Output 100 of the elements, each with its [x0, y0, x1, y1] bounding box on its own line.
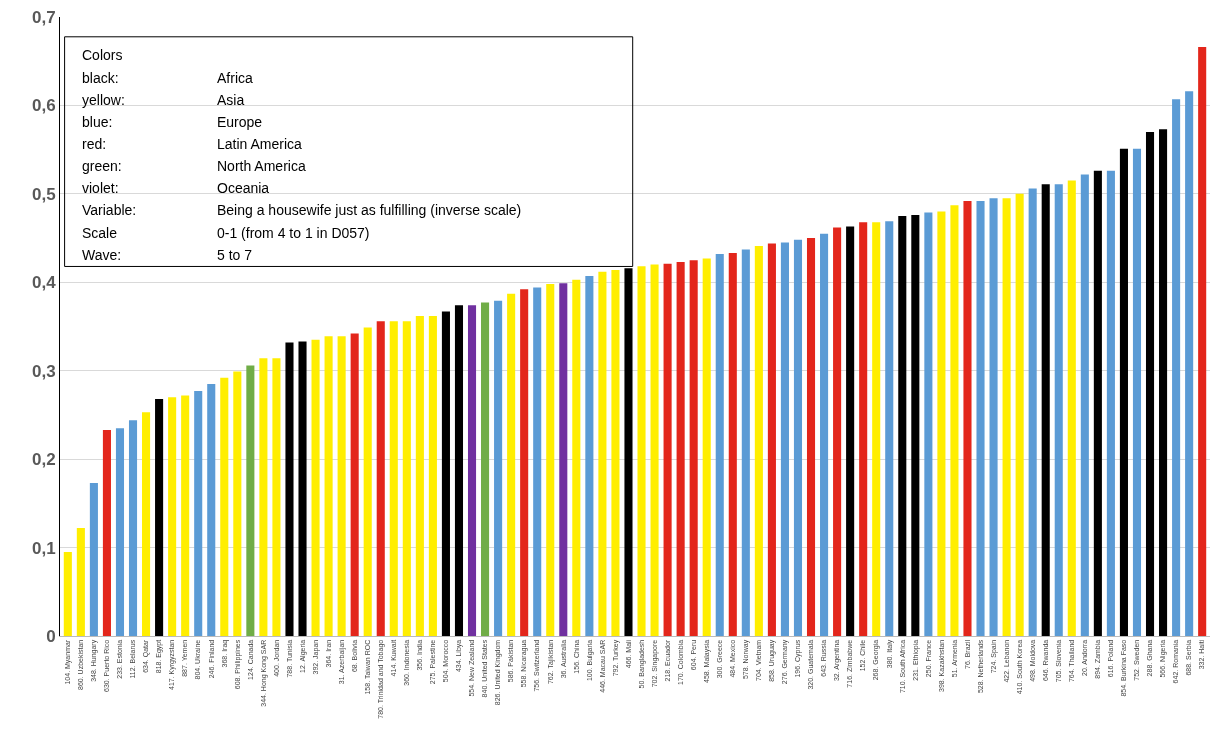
bar: [1015, 193, 1024, 636]
y-tick-label: 0,7: [31, 7, 56, 27]
bar: [741, 249, 750, 636]
annotation: Variable:: [82, 202, 137, 218]
bar: [937, 211, 946, 636]
annotation: Colors: [82, 47, 123, 63]
y-tick-label: 0,5: [31, 184, 56, 204]
y-tick-label: 0,3: [31, 361, 56, 381]
bar: [767, 243, 776, 636]
bar: [663, 263, 672, 636]
bar: [1172, 99, 1181, 636]
annotation: green:: [82, 158, 122, 174]
bar: [155, 399, 164, 636]
bar: [63, 551, 72, 636]
bar: [311, 339, 320, 636]
y-tick-label: 0,1: [31, 538, 56, 558]
bar: [272, 358, 281, 636]
bar: [76, 528, 85, 636]
bar: [168, 397, 177, 636]
bar: [1080, 174, 1089, 636]
annotation: Scale: [82, 225, 118, 241]
bar: [467, 305, 477, 636]
y-tick-label: 0,4: [31, 273, 57, 293]
bar: [833, 227, 842, 636]
bar: [793, 239, 803, 636]
annotation: black:: [82, 70, 119, 86]
bar: [324, 336, 333, 636]
bar: [728, 253, 737, 636]
bar: [194, 391, 203, 636]
annotation: Oceania: [217, 180, 270, 196]
bar: [1119, 148, 1128, 636]
y-tick-label: 0,2: [31, 450, 56, 470]
bar: [494, 300, 503, 636]
bar: [1145, 131, 1155, 636]
bar: [207, 383, 216, 636]
bar: [376, 321, 385, 636]
bar: [911, 215, 920, 636]
bar: [689, 260, 698, 636]
bar: [1185, 91, 1194, 636]
bar: [898, 215, 907, 636]
bar: [298, 341, 307, 636]
bar: [102, 429, 111, 636]
bar: [441, 311, 450, 636]
bar: [611, 269, 620, 636]
annotation: yellow:: [82, 92, 125, 108]
bar: [572, 279, 581, 636]
bar: [950, 205, 959, 636]
bar: [1093, 170, 1102, 636]
bar: [89, 483, 98, 636]
annotation: Being a housewife just as fulfilling (inverse scale): [217, 202, 522, 218]
bar: [650, 264, 659, 636]
bar: [389, 321, 398, 636]
annotation: Europe: [217, 114, 263, 130]
annotation: North America: [217, 158, 306, 174]
annotation: red:: [82, 136, 107, 152]
bar: [428, 315, 437, 636]
bar: [1054, 184, 1063, 636]
bar: [702, 258, 711, 636]
bar: [181, 395, 190, 636]
bar: [963, 200, 972, 636]
bar: [780, 242, 789, 636]
bar: [481, 302, 490, 636]
bar: [637, 266, 646, 636]
bar: [1106, 170, 1115, 636]
bar: [846, 226, 855, 636]
bar: [989, 198, 998, 636]
bar: [976, 200, 985, 636]
bar: [754, 246, 763, 636]
bar: [415, 315, 424, 636]
bar: [142, 412, 151, 636]
bar: [1041, 184, 1050, 636]
bar: [872, 222, 881, 636]
bar: [246, 365, 255, 636]
bar: [1132, 148, 1142, 636]
bar: [546, 284, 555, 636]
bar: [128, 420, 138, 636]
bar: [285, 342, 294, 636]
annotation: violet:: [82, 180, 119, 196]
bar: [454, 305, 464, 636]
annotation: Latin America: [217, 136, 303, 152]
y-tick-label: 0: [46, 626, 56, 646]
bar: [1159, 129, 1168, 636]
annotation: 0-1 (from 4 to 1 in D057): [217, 225, 370, 241]
bar: [924, 212, 933, 636]
bar: [885, 221, 894, 636]
bar: [715, 253, 724, 636]
bar: [337, 336, 346, 636]
annotation: blue:: [82, 114, 113, 130]
annotation: Asia: [217, 92, 245, 108]
bar: [1198, 47, 1207, 636]
bar: [350, 333, 359, 636]
bar: [220, 377, 229, 636]
bar: [820, 233, 829, 636]
bar: [1067, 180, 1076, 636]
bar: [676, 261, 685, 636]
bar: [559, 283, 568, 636]
y-tick-label: 0,6: [31, 96, 56, 116]
bar: [1002, 198, 1011, 636]
annotation: Wave:: [82, 247, 122, 263]
bar: [363, 327, 372, 636]
